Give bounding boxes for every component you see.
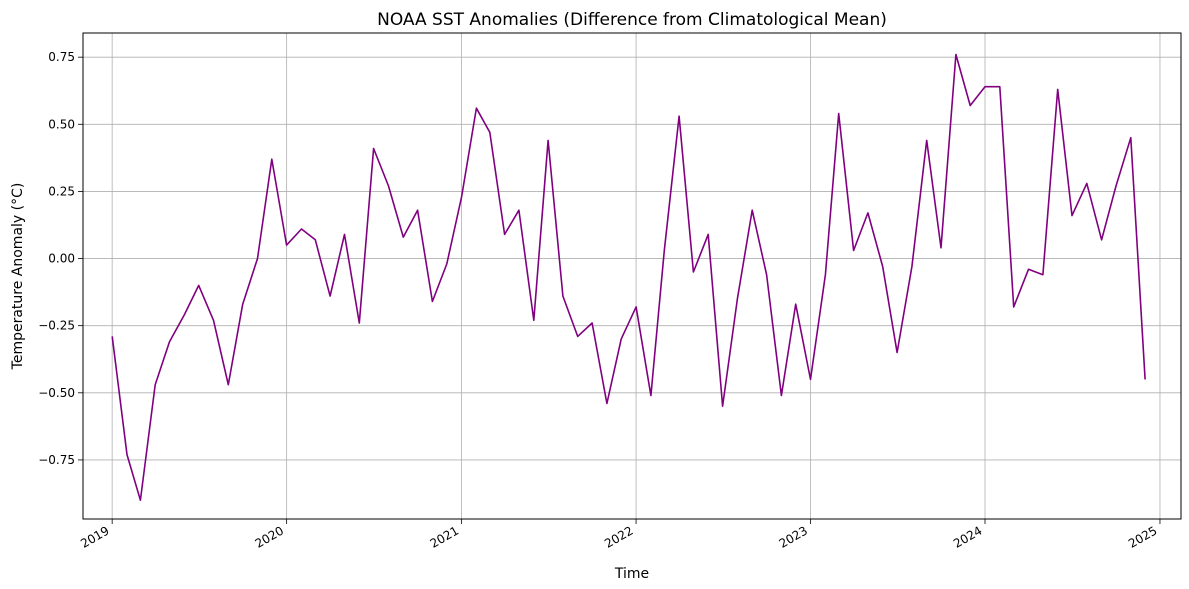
series-layer	[111, 53, 1146, 502]
x-axis-label: Time	[614, 566, 649, 582]
anomaly-series-line	[111, 53, 1146, 502]
plot-area-frame	[82, 32, 1182, 520]
y-axis-label: Temperature Anomaly (°C)	[10, 183, 26, 371]
grid-lines	[83, 33, 1181, 519]
y-tick-label: −0.75	[38, 453, 75, 467]
y-tick-label: 0.00	[48, 252, 75, 266]
y-tick-label: −0.25	[38, 319, 75, 333]
y-tick-label: −0.50	[38, 386, 75, 400]
y-tick-label: 0.25	[48, 184, 75, 198]
y-tick-label: 0.75	[48, 50, 75, 64]
chart-title: NOAA SST Anomalies (Difference from Clim…	[377, 10, 887, 30]
y-tick-label: 0.50	[48, 117, 75, 131]
